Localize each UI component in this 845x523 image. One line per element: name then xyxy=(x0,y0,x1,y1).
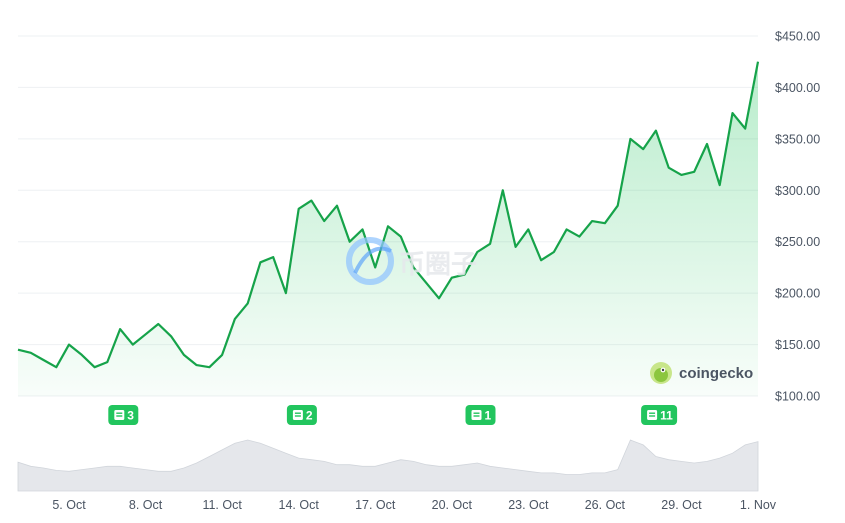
y-tick-label: $300.00 xyxy=(775,184,820,198)
x-tick-label: 11. Oct xyxy=(202,498,242,512)
newspaper-icon-line xyxy=(294,415,301,417)
x-tick-label: 29. Oct xyxy=(661,498,702,512)
news-markers: 3 2 1 11 xyxy=(108,405,678,425)
newspaper-icon-line xyxy=(649,412,656,414)
watermark: 币圈子 xyxy=(346,237,477,285)
newspaper-icon-line xyxy=(473,412,480,414)
y-tick-label: $400.00 xyxy=(775,81,820,95)
coingecko-logo-pupil-icon xyxy=(661,368,665,372)
line-layer xyxy=(17,61,760,369)
newspaper-icon-line xyxy=(294,412,301,414)
x-tick-label: 20. Oct xyxy=(432,498,473,512)
price-line xyxy=(17,61,760,369)
volume-layer xyxy=(17,439,759,492)
y-tick-label: $350.00 xyxy=(775,132,820,146)
y-tick-label: $150.00 xyxy=(775,338,820,352)
watermark-arc-icon xyxy=(353,246,392,274)
newspaper-icon xyxy=(292,410,303,420)
news-count: 1 xyxy=(485,409,492,423)
news-badge: 2 xyxy=(286,405,317,425)
y-tick-label: $250.00 xyxy=(775,235,820,249)
news-count: 11 xyxy=(660,409,673,423)
x-tick-label: 23. Oct xyxy=(508,498,549,512)
x-axis: 5. Oct 8. Oct 11. Oct 14. Oct 17. Oct 20. Oct… xyxy=(52,498,776,512)
watermark-logo-icon xyxy=(346,237,394,285)
newspaper-icon-line xyxy=(116,412,123,414)
y-tick-label: $450.00 xyxy=(775,30,820,44)
x-tick-label: 17. Oct xyxy=(355,498,396,512)
y-tick-label: $200.00 xyxy=(775,287,820,301)
newspaper-icon xyxy=(114,410,125,420)
newspaper-icon xyxy=(647,410,658,420)
newspaper-icon-line xyxy=(649,415,656,417)
x-tick-label: 5. Oct xyxy=(52,498,86,512)
news-count: 3 xyxy=(127,409,134,423)
y-tick-label: $100.00 xyxy=(775,390,820,404)
x-tick-label: 1. Nov xyxy=(740,498,777,512)
y-axis: $100.00 $150.00 $200.00 $250.00 $300.00 $350.… xyxy=(775,30,820,404)
volume-area xyxy=(17,439,759,492)
news-badge: 3 xyxy=(108,405,139,425)
newspaper-icon-line xyxy=(116,415,123,417)
x-tick-label: 26. Oct xyxy=(585,498,626,512)
news-count: 2 xyxy=(306,409,313,423)
watermark-text: 币圈子 xyxy=(399,250,477,280)
news-badge: 1 xyxy=(465,405,496,425)
news-badge: 11 xyxy=(641,405,678,425)
x-tick-label: 14. Oct xyxy=(279,498,320,512)
newspaper-icon xyxy=(471,410,482,420)
coingecko-branding: coingecko xyxy=(650,362,753,384)
coingecko-wordmark: coingecko xyxy=(679,365,753,382)
x-tick-label: 8. Oct xyxy=(129,498,163,512)
newspaper-icon-line xyxy=(473,415,480,417)
